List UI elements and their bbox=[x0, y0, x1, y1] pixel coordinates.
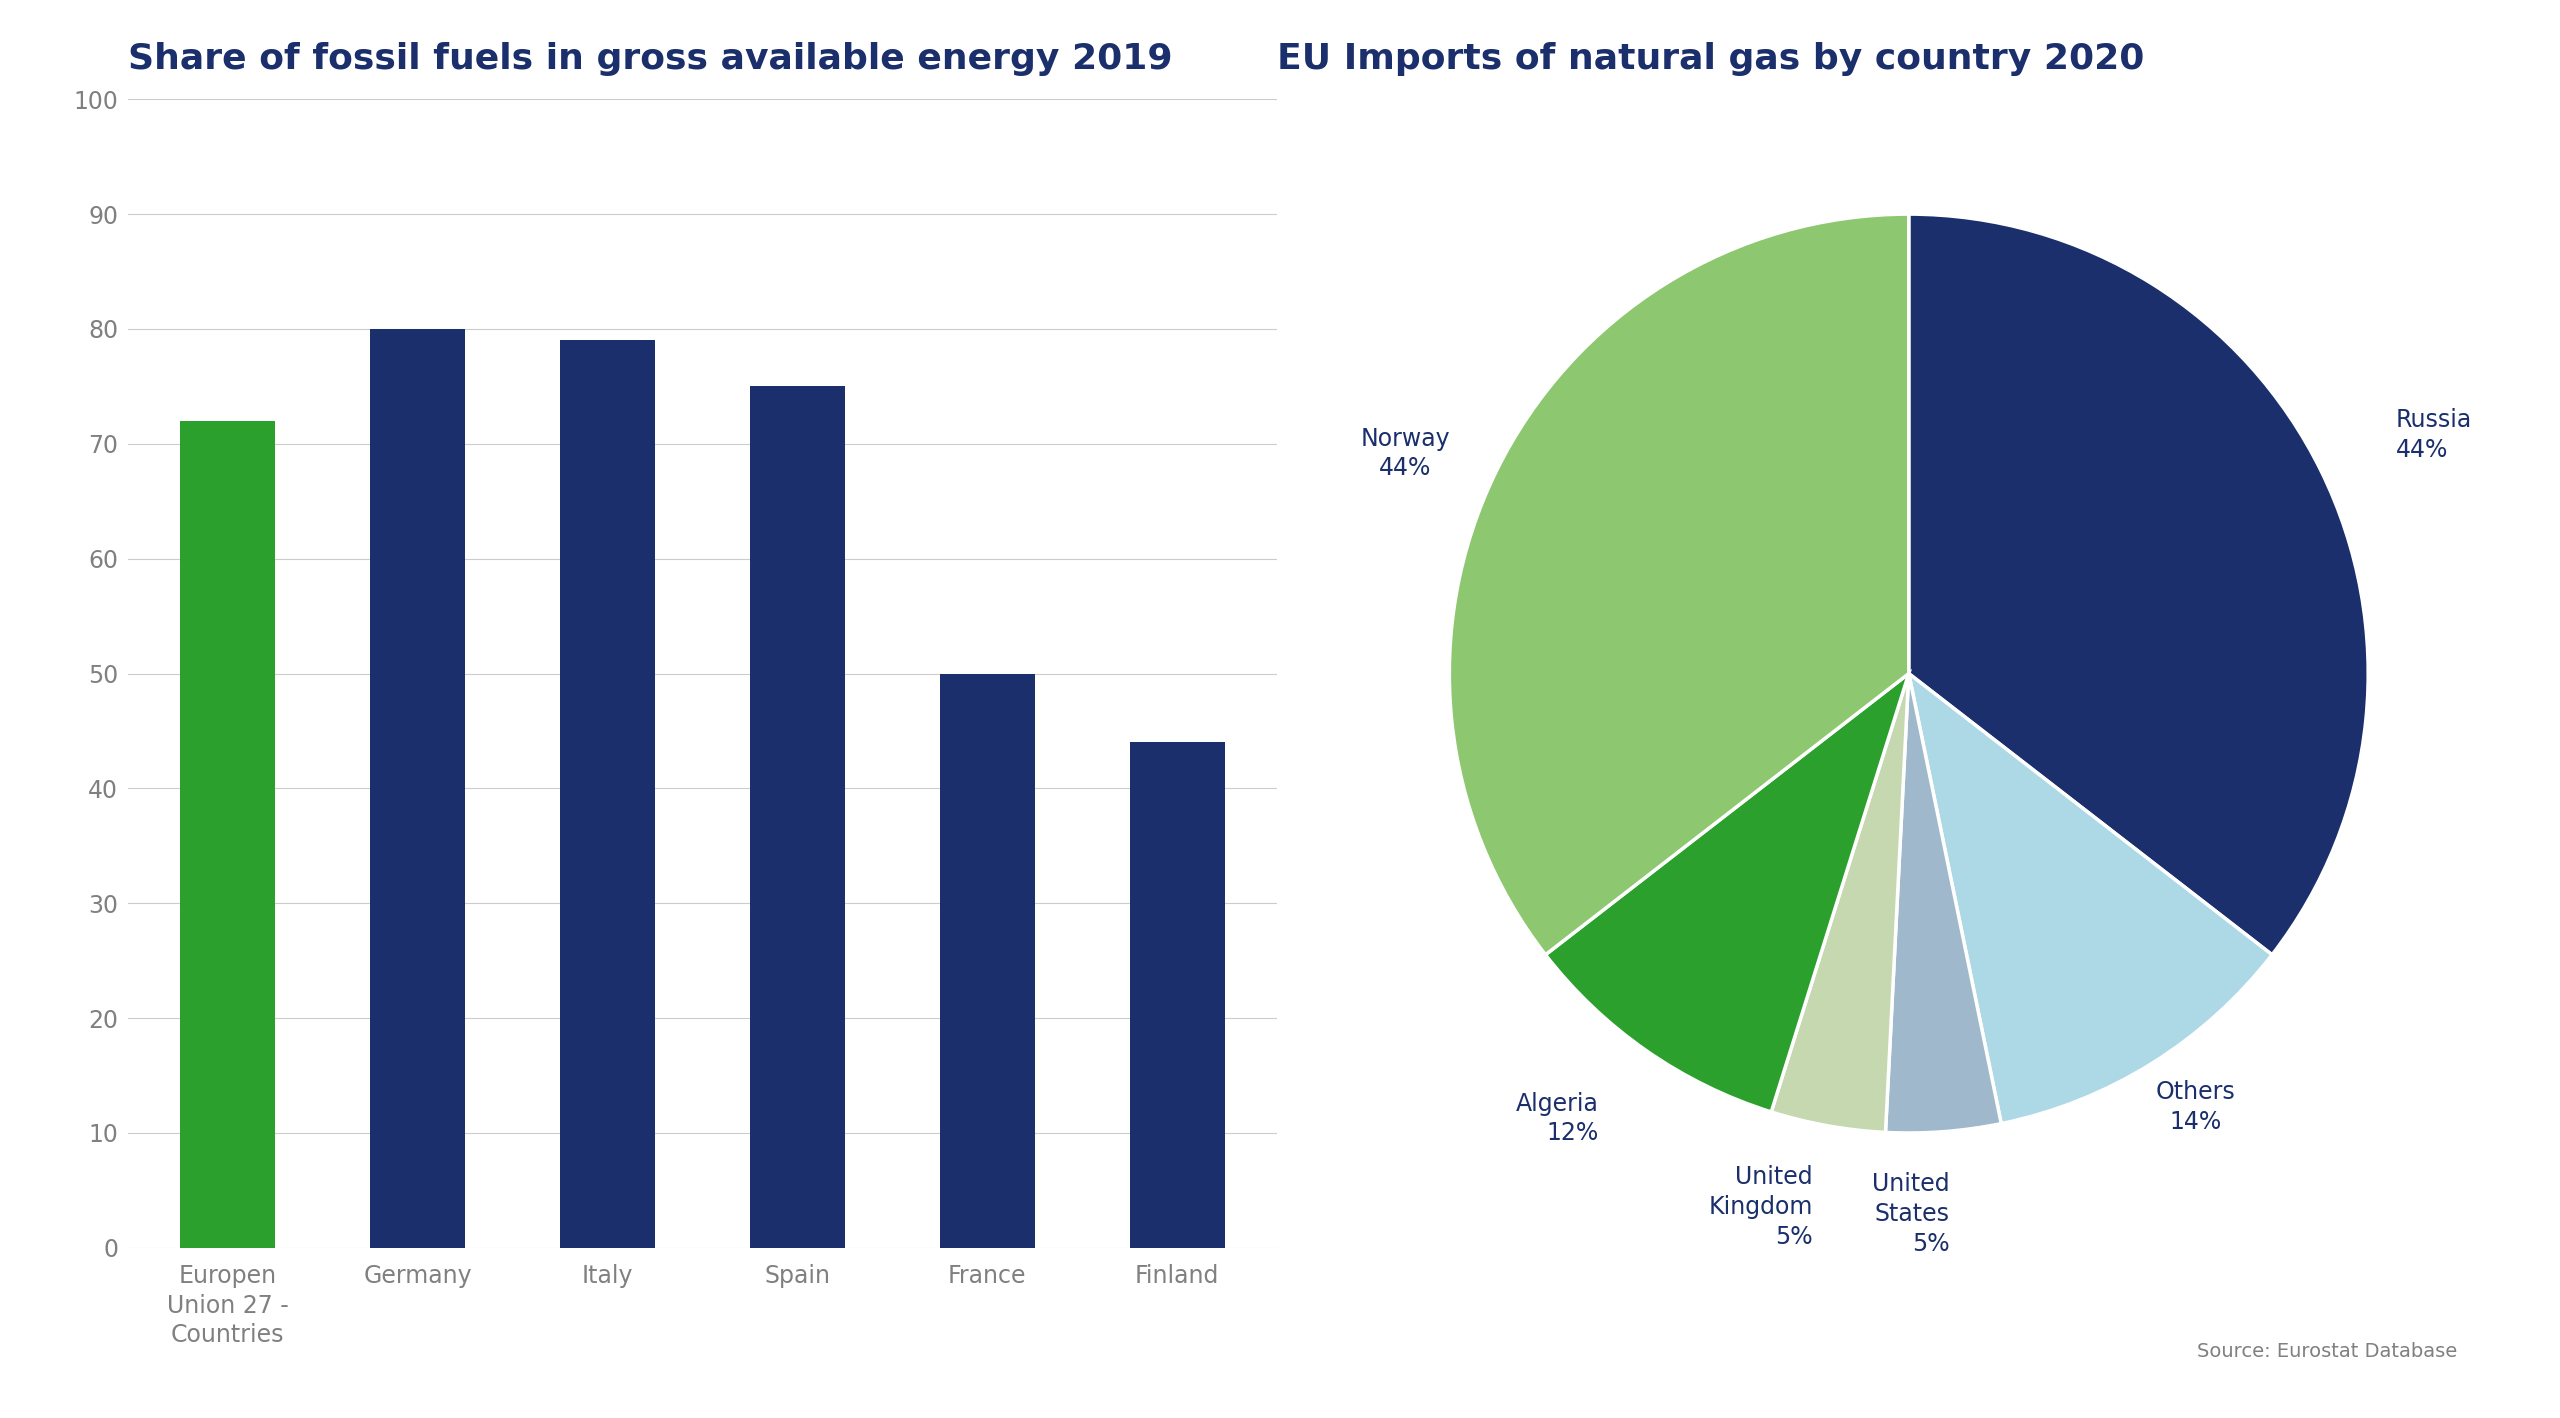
Text: Others
14%: Others 14% bbox=[2156, 1081, 2235, 1133]
Text: United
States
5%: United States 5% bbox=[1871, 1173, 1951, 1256]
Bar bbox=[1129, 743, 1224, 1248]
Bar bbox=[371, 329, 466, 1248]
Bar bbox=[179, 421, 274, 1248]
Text: EU Imports of natural gas by country 2020: EU Imports of natural gas by country 202… bbox=[1277, 41, 2145, 75]
Text: Algeria
12%: Algeria 12% bbox=[1516, 1092, 1600, 1146]
Wedge shape bbox=[1887, 674, 2002, 1133]
Wedge shape bbox=[1910, 674, 2273, 1123]
Bar bbox=[940, 674, 1034, 1248]
Text: United
Kingdom
5%: United Kingdom 5% bbox=[1708, 1166, 1812, 1249]
Text: Russia
44%: Russia 44% bbox=[2396, 408, 2473, 462]
Text: Norway
44%: Norway 44% bbox=[1362, 427, 1452, 481]
Text: Share of fossil fuels in gross available energy 2019: Share of fossil fuels in gross available… bbox=[128, 41, 1172, 75]
Wedge shape bbox=[1546, 674, 1910, 1112]
Bar bbox=[750, 386, 845, 1248]
Wedge shape bbox=[1772, 674, 1910, 1133]
Wedge shape bbox=[1449, 214, 1910, 954]
Text: Source: Eurostat Database: Source: Eurostat Database bbox=[2196, 1343, 2458, 1361]
Bar bbox=[561, 340, 655, 1248]
Wedge shape bbox=[1910, 214, 2368, 954]
